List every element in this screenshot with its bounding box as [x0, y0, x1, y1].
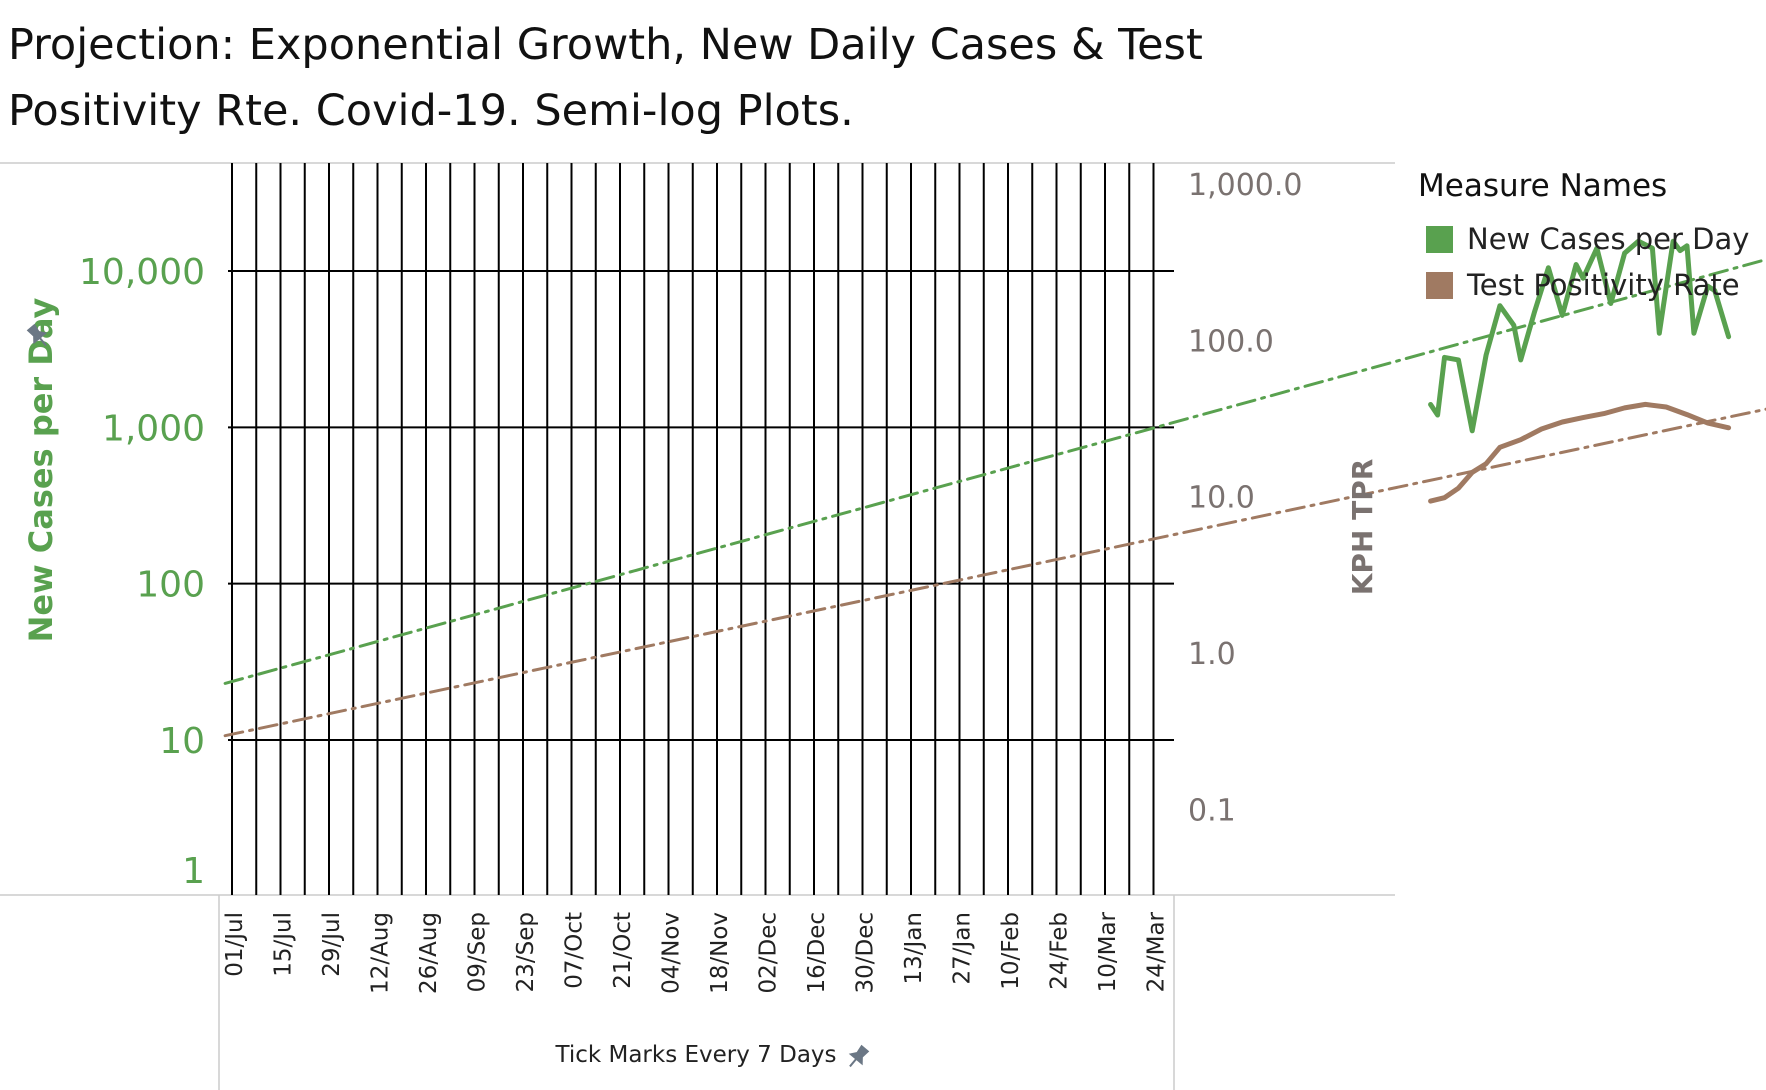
x-tick-label: 10/Feb — [998, 912, 1024, 990]
x-tick-label: 12/Aug — [368, 912, 394, 994]
legend-label-new-cases: New Cases per Day — [1467, 222, 1750, 256]
left-axis-ticks: 1 10 100 1,000 10,000 — [79, 252, 205, 892]
x-tick-label: 01/Jul — [222, 912, 248, 977]
x-axis-label: Tick Marks Every 7 Days — [554, 1042, 836, 1068]
x-tick-label: 18/Nov — [707, 912, 733, 994]
x-tick-label: 07/Oct — [562, 912, 588, 989]
legend-item-new-cases[interactable]: New Cases per Day — [1418, 216, 1749, 262]
x-tick-label: 27/Jan — [950, 912, 976, 984]
legend-swatch-test-positivity — [1426, 271, 1453, 299]
right-axis-ticks: 0.1 1.0 10.0 100.0 1,000.0 — [1188, 168, 1303, 828]
left-axis-pin-icon[interactable] — [26, 323, 52, 350]
x-tick-label: 24/Mar — [1144, 911, 1170, 992]
x-tick-label: 30/Dec — [853, 912, 879, 994]
series-line — [1428, 238, 1732, 434]
legend-swatch-new-cases — [1426, 225, 1453, 253]
right-tick-label: 1.0 — [1188, 637, 1236, 672]
series-lines — [223, 238, 1766, 738]
legend-item-test-positivity[interactable]: Test Positivity Rate — [1418, 262, 1749, 308]
series-line — [223, 257, 1766, 685]
x-tick-label: 21/Oct — [610, 912, 636, 989]
x-tick-label: 26/Aug — [416, 912, 442, 994]
series-line — [1428, 401, 1732, 504]
right-tick-label: 10.0 — [1188, 481, 1255, 516]
left-tick-label: 10 — [159, 721, 205, 762]
legend-title: Measure Names — [1418, 168, 1668, 204]
legend: Measure Names New Cases per Day Test Pos… — [1418, 168, 1749, 308]
x-tick-label: 09/Sep — [465, 912, 491, 992]
legend-label-test-positivity: Test Positivity Rate — [1467, 268, 1740, 302]
x-axis-ticks: 01/Jul 15/Jul 29/Jul 12/Aug 26/Aug 09/Sep 23/S… — [222, 911, 1170, 993]
right-tick-label: 1,000.0 — [1188, 168, 1303, 203]
series-line — [223, 407, 1766, 738]
x-axis-pin-icon[interactable] — [845, 1044, 871, 1071]
chart-title: Projection: Exponential Growth, New Dail… — [8, 20, 1203, 136]
x-tick-label: 23/Sep — [513, 912, 539, 992]
x-tick-label: 04/Nov — [659, 912, 685, 994]
x-tick-label: 16/Dec — [804, 912, 830, 994]
left-tick-label: 1,000 — [102, 408, 205, 449]
right-tick-label: 100.0 — [1188, 324, 1274, 359]
x-tick-label: 02/Dec — [756, 912, 782, 994]
right-tick-label: 0.1 — [1188, 793, 1236, 828]
x-tick-label: 13/Jan — [901, 912, 927, 984]
grid — [0, 162, 1395, 1090]
left-tick-label: 100 — [136, 565, 205, 606]
x-tick-label: 10/Mar — [1095, 911, 1121, 992]
right-axis-label: KPH TPR — [1346, 459, 1379, 596]
left-tick-label: 1 — [182, 851, 205, 892]
x-tick-label: 29/Jul — [319, 912, 345, 977]
x-tick-label: 24/Feb — [1047, 912, 1073, 990]
x-tick-label: 15/Jul — [271, 912, 297, 977]
left-tick-label: 10,000 — [79, 252, 205, 293]
left-axis-label: New Cases per Day — [22, 297, 60, 642]
